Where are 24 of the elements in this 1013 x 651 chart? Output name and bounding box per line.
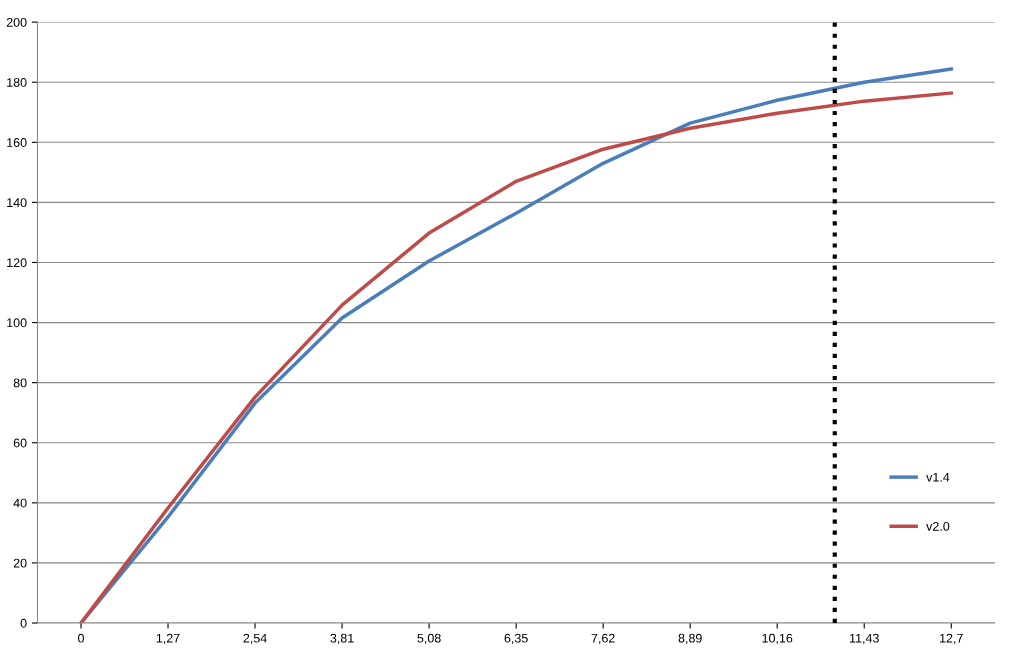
x-tick-label: 2,54 (243, 633, 267, 645)
legend-label: v1.4 (926, 472, 950, 482)
x-tick-label: 10,16 (762, 633, 793, 645)
y-tick-label: 0 (20, 618, 27, 628)
x-tick-label: 0 (78, 633, 84, 643)
y-tick-label: 80 (13, 378, 27, 388)
x-tick-label: 7,62 (591, 633, 615, 645)
y-tick-label: 40 (13, 498, 27, 508)
y-tick-label: 20 (13, 558, 27, 568)
y-tick-label: 100 (7, 318, 27, 328)
y-tick-label: 60 (13, 438, 27, 448)
x-tick-label: 3,81 (330, 633, 354, 645)
y-tick-label: 200 (6, 17, 27, 27)
x-tick-label: 6,35 (504, 633, 528, 645)
x-tick-label: 5,08 (417, 633, 441, 645)
x-tick-label: 8,89 (678, 633, 702, 645)
x-tick-label: 12,7 (940, 633, 963, 645)
x-tick-label: 11,43 (850, 633, 879, 645)
y-tick-label: 180 (7, 78, 27, 87)
legend-label: v2.0 (926, 521, 950, 531)
y-tick-label: 140 (7, 198, 27, 208)
x-tick-label: 1,27 (156, 633, 180, 645)
y-tick-label: 160 (7, 138, 27, 147)
y-tick-label: 120 (7, 258, 27, 268)
